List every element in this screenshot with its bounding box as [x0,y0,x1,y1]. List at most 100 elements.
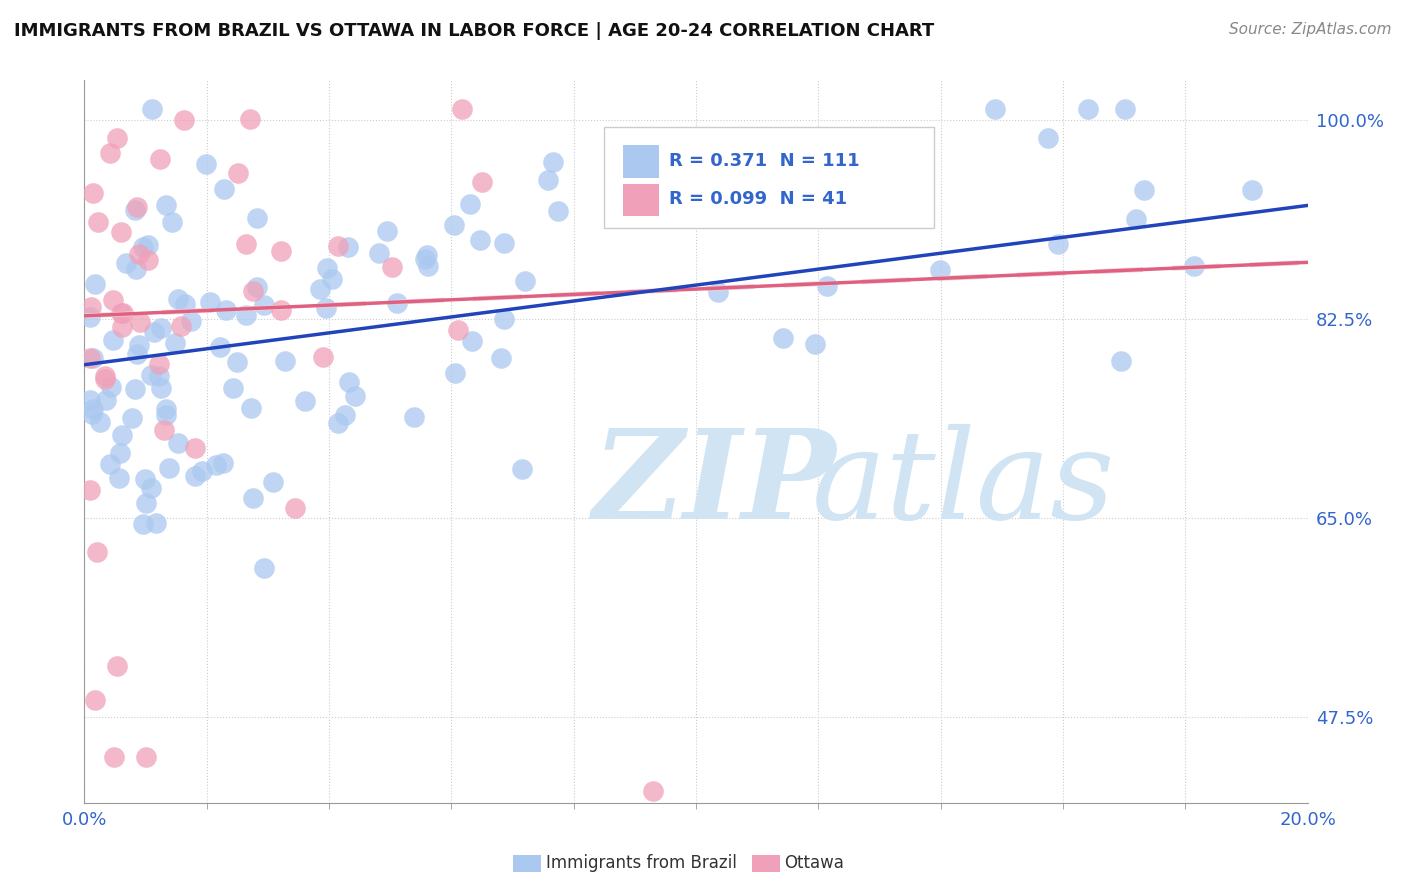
Point [273,354,295,368]
Point [128,315,150,329]
Point [79,393,101,408]
Point [643,784,665,798]
Point [111,306,134,320]
Point [148,357,170,371]
Point [413,252,436,266]
Point [270,303,292,318]
Point [139,368,162,383]
Point [84,693,107,707]
Point [235,237,257,252]
Point [89,415,111,429]
Point [212,182,235,196]
Point [222,381,245,395]
Point [489,351,512,365]
Point [235,308,257,322]
Point [1109,354,1132,368]
Point [107,471,129,485]
Point [1182,259,1205,273]
Point [165,336,187,351]
Point [375,224,398,238]
Point [270,244,292,258]
Point [706,285,728,299]
Point [142,326,165,340]
Point [124,382,146,396]
Point [79,483,101,498]
Point [633,195,655,210]
Point [262,475,284,489]
Point [184,441,207,455]
Point [195,157,218,171]
Point [80,301,103,315]
Point [1132,183,1154,197]
Point [100,380,122,394]
Point [173,112,195,127]
Point [103,293,125,307]
Point [86,215,108,229]
Point [240,401,263,415]
Text: Immigrants from Brazil: Immigrants from Brazil [546,855,737,872]
Point [204,458,226,472]
Point [160,215,183,229]
Point [315,301,337,316]
Point [1077,102,1099,116]
Point [312,351,335,365]
Point [451,102,474,116]
Point [1125,212,1147,227]
Point [84,277,107,291]
Point [242,491,264,505]
Point [1047,237,1070,252]
Point [155,409,177,423]
Point [326,239,349,253]
Point [772,331,794,345]
Point [226,355,249,369]
Point [105,130,128,145]
Point [128,337,150,351]
Point [94,369,117,384]
Point [79,351,101,366]
Point [404,409,426,424]
Point [136,237,159,252]
Point [136,253,159,268]
Point [98,145,121,160]
Point [515,274,537,288]
Point [381,260,404,274]
Point [242,284,264,298]
Point [443,218,465,232]
Point [174,297,197,311]
Point [461,334,484,349]
Point [155,197,177,211]
Point [96,393,118,408]
Point [541,154,564,169]
Point [191,464,214,478]
Point [1114,102,1136,116]
Point [804,337,827,351]
Point [368,246,391,260]
Point [471,175,494,189]
Point [321,271,343,285]
Point [447,323,470,337]
Point [111,320,134,334]
Point [105,659,128,673]
Text: ZIP: ZIP [592,424,835,546]
Point [765,182,787,196]
Point [510,462,533,476]
Bar [623,145,659,178]
Point [155,401,177,416]
Point [149,382,172,396]
Point [115,256,138,270]
Point [326,417,349,431]
Point [470,233,492,247]
Point [215,302,238,317]
Point [166,292,188,306]
Point [110,225,132,239]
Point [108,446,131,460]
Point [82,401,104,416]
Point [1240,183,1263,197]
Point [110,305,132,319]
Point [1038,130,1060,145]
Point [98,458,121,472]
Text: Source: ZipAtlas.com: Source: ZipAtlas.com [1229,22,1392,37]
Text: Ottawa: Ottawa [785,855,845,872]
Point [124,203,146,218]
Bar [623,184,659,216]
